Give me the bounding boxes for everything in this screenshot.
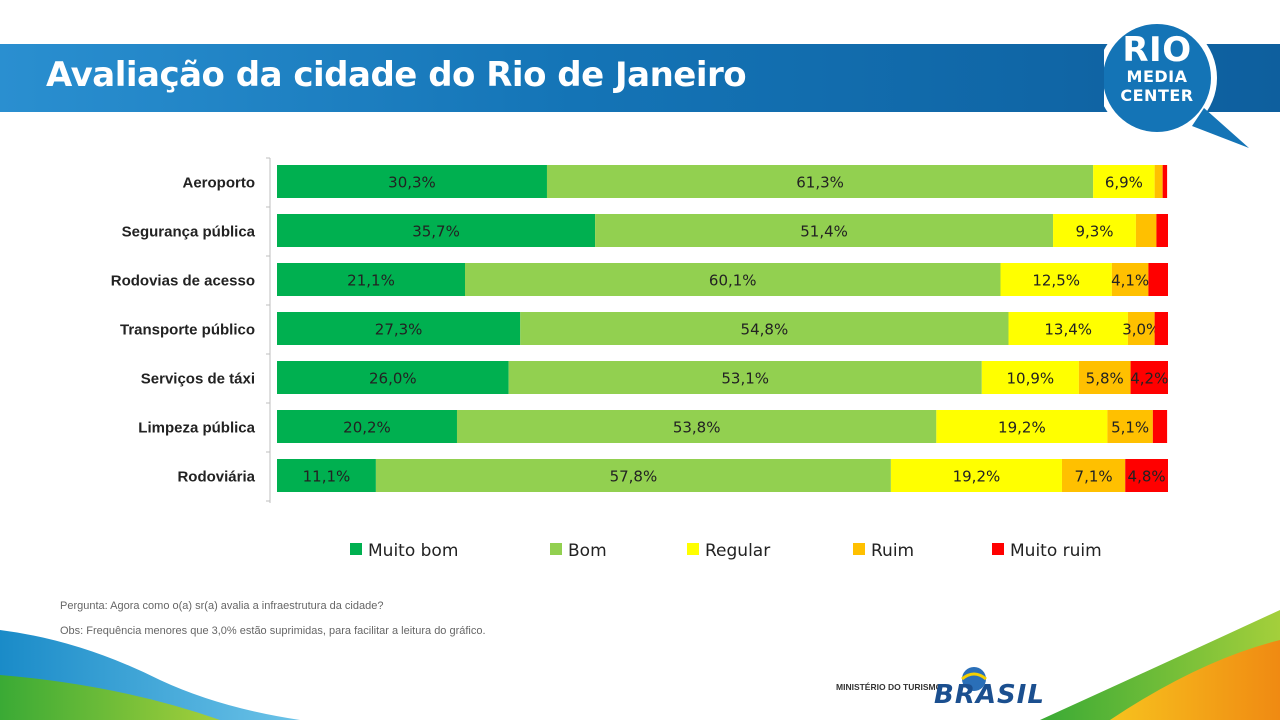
data-label: 12,5% <box>1032 272 1080 290</box>
data-label: 10,9% <box>1007 370 1055 388</box>
bar-segment <box>1148 263 1168 296</box>
bar-segment <box>546 165 1094 198</box>
category-label: Transporte público <box>120 322 255 339</box>
legend-label: Regular <box>705 541 770 561</box>
data-label: 7,1% <box>1075 468 1113 486</box>
bar-segment <box>277 361 509 394</box>
rio-media-center-logo: RIO MEDIA CENTER <box>1097 8 1254 158</box>
data-label: 3,0% <box>1122 321 1160 339</box>
legend-swatch <box>853 543 865 555</box>
data-label: 30,3% <box>388 174 436 192</box>
data-label: 26,0% <box>369 370 417 388</box>
category-label: Limpeza pública <box>138 420 255 437</box>
data-label: 6,9% <box>1105 174 1143 192</box>
bar-segment <box>1154 165 1163 198</box>
data-label: 51,4% <box>800 223 848 241</box>
bar-segment <box>1000 263 1112 296</box>
category-label: Serviços de táxi <box>141 371 255 388</box>
bar-segment <box>1008 312 1128 345</box>
question-note: Pergunta: Agora como o(a) sr(a) avalia a… <box>60 600 384 612</box>
data-label: 4,1% <box>1111 272 1149 290</box>
bar-segment <box>1125 459 1168 492</box>
bar-segment <box>277 165 547 198</box>
bar-segment <box>465 263 1001 296</box>
bar-segment <box>1078 361 1131 394</box>
category-label: Segurança pública <box>122 224 256 241</box>
title-banner <box>0 44 1280 112</box>
data-label: 5,8% <box>1086 370 1124 388</box>
stacked-bar-chart: Aeroporto 30,3% 61,3% 6,9% Segurança pública… <box>111 157 1168 561</box>
bar-segment <box>1154 312 1168 345</box>
bar-segment <box>520 312 1009 345</box>
logo-text-rio: RIO <box>1122 30 1192 70</box>
data-label: 53,8% <box>673 419 721 437</box>
category-label: Rodovias de acesso <box>111 273 255 290</box>
logo-text-center: CENTER <box>1120 86 1194 105</box>
logo-text-media: MEDIA <box>1126 67 1188 86</box>
bar-segment <box>277 263 466 296</box>
ministry-text: MINISTÉRIO DO TURISMO <box>836 682 943 692</box>
legend-label: Muito ruim <box>1010 541 1102 561</box>
bar-segment <box>277 214 596 247</box>
bar-segment <box>1107 410 1153 443</box>
bar-segment <box>890 459 1062 492</box>
data-label: 13,4% <box>1044 321 1092 339</box>
bar-segment <box>1130 361 1168 394</box>
data-label: 11,1% <box>303 468 351 486</box>
bar-segment <box>1093 165 1155 198</box>
bar-segment <box>1111 263 1149 296</box>
bar-segment <box>277 459 376 492</box>
bar-segment <box>595 214 1054 247</box>
data-label: 60,1% <box>709 272 757 290</box>
data-label: 61,3% <box>796 174 844 192</box>
data-label: 54,8% <box>741 321 789 339</box>
bar-segment <box>277 410 457 443</box>
bar-segment <box>1053 214 1136 247</box>
data-label: 27,3% <box>375 321 423 339</box>
ministry-logo: MINISTÉRIO DO TURISMO BRASIL <box>836 664 1046 716</box>
page-title: Avaliação da cidade do Rio de Janeiro <box>46 55 747 95</box>
data-label: 19,2% <box>998 419 1046 437</box>
legend-swatch <box>350 543 362 555</box>
data-label: 4,8% <box>1128 468 1166 486</box>
bar-segment <box>936 410 1108 443</box>
bar-segment <box>1127 312 1155 345</box>
logo-bubble <box>1097 18 1249 148</box>
data-label: 5,1% <box>1111 419 1149 437</box>
bar-segment <box>508 361 982 394</box>
bar-segment <box>277 312 521 345</box>
legend-label: Muito bom <box>368 541 458 561</box>
data-label: 19,2% <box>953 468 1001 486</box>
category-label: Rodoviária <box>177 469 255 486</box>
bar-segment <box>1061 459 1126 492</box>
bar-segment <box>375 459 891 492</box>
brasil-brand: BRASIL <box>934 680 1045 710</box>
bar-segment <box>1135 214 1157 247</box>
legend-swatch <box>992 543 1004 555</box>
legend-label: Ruim <box>871 541 914 561</box>
data-label: 9,3% <box>1075 223 1113 241</box>
data-label: 35,7% <box>412 223 460 241</box>
globe-icon <box>961 667 987 691</box>
decorative-swoosh <box>0 610 1280 720</box>
data-label: 4,2% <box>1130 370 1168 388</box>
bar-segment <box>456 410 937 443</box>
data-label: 53,1% <box>721 370 769 388</box>
bar-segment <box>1152 410 1168 443</box>
legend-label: Bom <box>568 541 607 561</box>
category-label: Aeroporto <box>183 175 256 192</box>
data-label: 20,2% <box>343 419 391 437</box>
bar-segment <box>981 361 1079 394</box>
data-label: 57,8% <box>610 468 658 486</box>
obs-note: Obs: Frequência menores que 3,0% estão s… <box>60 625 486 637</box>
legend-swatch <box>687 543 699 555</box>
bar-segment <box>1156 214 1168 247</box>
legend-swatch <box>550 543 562 555</box>
bar-segment <box>1162 165 1168 198</box>
data-label: 21,1% <box>347 272 395 290</box>
